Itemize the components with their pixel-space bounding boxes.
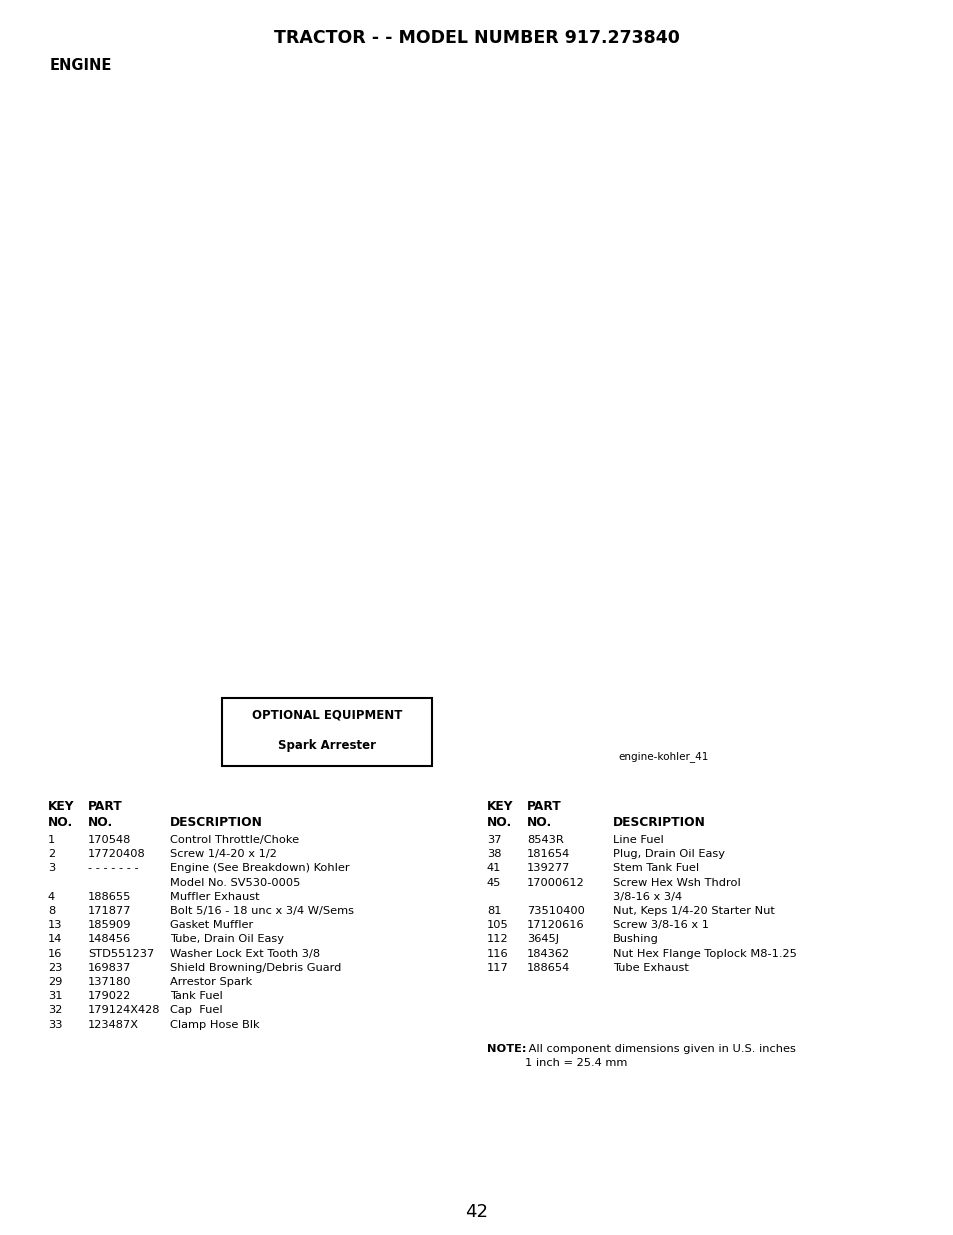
Text: 171877: 171877 <box>88 906 132 916</box>
Text: DESCRIPTION: DESCRIPTION <box>613 816 705 829</box>
Text: 169837: 169837 <box>88 963 132 973</box>
Text: 116: 116 <box>486 948 508 958</box>
Text: Tube Exhaust: Tube Exhaust <box>613 963 688 973</box>
Bar <box>222 698 432 766</box>
Text: NO.: NO. <box>486 816 512 829</box>
Text: Tube, Drain Oil Easy: Tube, Drain Oil Easy <box>170 935 284 945</box>
Text: KEY: KEY <box>48 800 74 813</box>
Text: DESCRIPTION: DESCRIPTION <box>170 816 263 829</box>
Text: 170548: 170548 <box>88 835 132 845</box>
Text: Model No. SV530-0005: Model No. SV530-0005 <box>170 878 300 888</box>
Text: 1: 1 <box>48 835 55 845</box>
Text: 33: 33 <box>48 1020 63 1030</box>
Text: 148456: 148456 <box>88 935 131 945</box>
Text: 112: 112 <box>486 935 508 945</box>
Text: NO.: NO. <box>526 816 552 829</box>
Text: 188655: 188655 <box>88 892 132 902</box>
Text: 139277: 139277 <box>526 863 570 873</box>
Text: 14: 14 <box>48 935 62 945</box>
Text: PART: PART <box>88 800 123 813</box>
Text: Bushing: Bushing <box>613 935 659 945</box>
Text: Gasket Muffler: Gasket Muffler <box>170 920 253 930</box>
Text: All component dimensions given in U.S. inches: All component dimensions given in U.S. i… <box>524 1044 795 1053</box>
Text: 23: 23 <box>48 963 62 973</box>
Text: Engine (See Breakdown) Kohler: Engine (See Breakdown) Kohler <box>170 863 349 873</box>
Text: 29: 29 <box>48 977 62 987</box>
Text: engine-kohler_41: engine-kohler_41 <box>618 752 708 762</box>
Text: PART: PART <box>526 800 561 813</box>
Text: 105: 105 <box>486 920 508 930</box>
Text: Clamp Hose Blk: Clamp Hose Blk <box>170 1020 259 1030</box>
Text: Stem Tank Fuel: Stem Tank Fuel <box>613 863 699 873</box>
Text: Control Throttle/Choke: Control Throttle/Choke <box>170 835 299 845</box>
Text: TRACTOR - - MODEL NUMBER 917.273840: TRACTOR - - MODEL NUMBER 917.273840 <box>274 28 679 47</box>
Text: Muffler Exhaust: Muffler Exhaust <box>170 892 259 902</box>
Text: 73510400: 73510400 <box>526 906 584 916</box>
Text: Screw 1/4-20 x 1/2: Screw 1/4-20 x 1/2 <box>170 850 276 860</box>
Text: 181654: 181654 <box>526 850 570 860</box>
Text: 81: 81 <box>486 906 501 916</box>
Text: KEY: KEY <box>486 800 513 813</box>
Text: 17720408: 17720408 <box>88 850 146 860</box>
Text: 13: 13 <box>48 920 63 930</box>
Text: 38: 38 <box>486 850 501 860</box>
Text: 45: 45 <box>486 878 501 888</box>
Text: ENGINE: ENGINE <box>50 58 112 73</box>
Text: 41: 41 <box>486 863 501 873</box>
Text: 179022: 179022 <box>88 992 132 1002</box>
Text: 179124X428: 179124X428 <box>88 1005 160 1015</box>
Text: NOTE:: NOTE: <box>486 1044 526 1053</box>
Text: 123487X: 123487X <box>88 1020 139 1030</box>
Text: Shield Browning/Debris Guard: Shield Browning/Debris Guard <box>170 963 341 973</box>
Text: 32: 32 <box>48 1005 62 1015</box>
Text: 17120616: 17120616 <box>526 920 584 930</box>
Text: 117: 117 <box>486 963 508 973</box>
Text: 31: 31 <box>48 992 63 1002</box>
Text: 17000612: 17000612 <box>526 878 584 888</box>
Text: Bolt 5/16 - 18 unc x 3/4 W/Sems: Bolt 5/16 - 18 unc x 3/4 W/Sems <box>170 906 354 916</box>
Text: 3: 3 <box>48 863 55 873</box>
Text: Spark Arrester: Spark Arrester <box>277 739 375 752</box>
Text: NO.: NO. <box>48 816 73 829</box>
Text: 2: 2 <box>48 850 55 860</box>
Text: Nut Hex Flange Toplock M8-1.25: Nut Hex Flange Toplock M8-1.25 <box>613 948 796 958</box>
Text: Washer Lock Ext Tooth 3/8: Washer Lock Ext Tooth 3/8 <box>170 948 320 958</box>
Text: Tank Fuel: Tank Fuel <box>170 992 222 1002</box>
Text: 8: 8 <box>48 906 55 916</box>
Text: NO.: NO. <box>88 816 113 829</box>
Text: Screw 3/8-16 x 1: Screw 3/8-16 x 1 <box>613 920 708 930</box>
Text: 37: 37 <box>486 835 501 845</box>
Text: 4: 4 <box>48 892 55 902</box>
Text: STD551237: STD551237 <box>88 948 154 958</box>
Text: 8543R: 8543R <box>526 835 563 845</box>
Text: 16: 16 <box>48 948 62 958</box>
Text: 184362: 184362 <box>526 948 570 958</box>
Text: Line Fuel: Line Fuel <box>613 835 663 845</box>
Text: Arrestor Spark: Arrestor Spark <box>170 977 252 987</box>
Text: OPTIONAL EQUIPMENT: OPTIONAL EQUIPMENT <box>252 709 402 721</box>
Text: Plug, Drain Oil Easy: Plug, Drain Oil Easy <box>613 850 724 860</box>
Text: - - - - - - -: - - - - - - - <box>88 863 138 873</box>
Text: 3645J: 3645J <box>526 935 558 945</box>
Text: 3/8-16 x 3/4: 3/8-16 x 3/4 <box>613 892 681 902</box>
Text: Nut, Keps 1/4-20 Starter Nut: Nut, Keps 1/4-20 Starter Nut <box>613 906 774 916</box>
Text: 1 inch = 25.4 mm: 1 inch = 25.4 mm <box>524 1058 627 1068</box>
Text: 42: 42 <box>465 1203 488 1221</box>
Text: 185909: 185909 <box>88 920 132 930</box>
Text: Cap  Fuel: Cap Fuel <box>170 1005 222 1015</box>
Text: 188654: 188654 <box>526 963 570 973</box>
Text: 137180: 137180 <box>88 977 132 987</box>
Text: Screw Hex Wsh Thdrol: Screw Hex Wsh Thdrol <box>613 878 740 888</box>
